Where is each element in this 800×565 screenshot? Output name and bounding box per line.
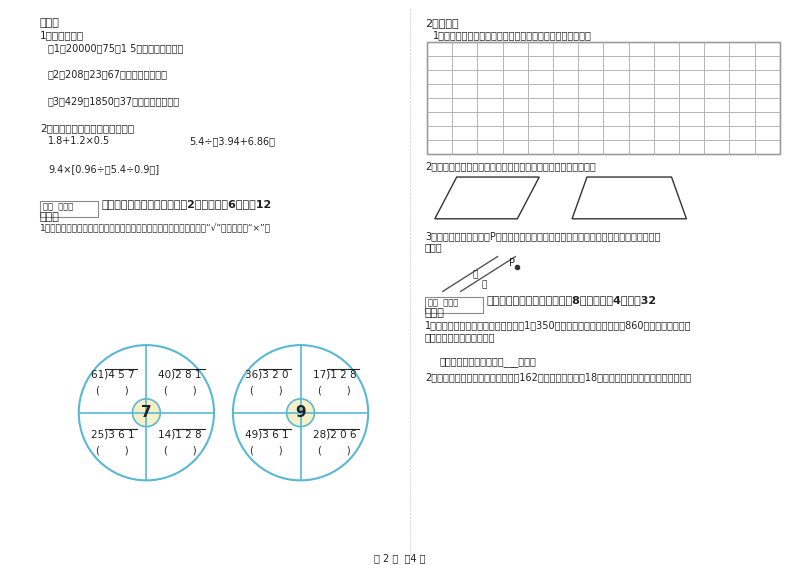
Text: 17)1 2 8: 17)1 2 8 bbox=[313, 370, 356, 380]
Text: 第 2 页  兲4 页: 第 2 页 兲4 页 bbox=[374, 553, 426, 563]
Circle shape bbox=[133, 399, 160, 427]
Text: 49)3 6 1: 49)3 6 1 bbox=[245, 429, 289, 440]
Text: 分）。: 分）。 bbox=[40, 212, 60, 222]
Text: （2）208乘23与67的和，积是多少？: （2）208乘23与67的和，积是多少？ bbox=[48, 69, 168, 80]
Text: （3）429加1850与37的商，和是多少？: （3）429加1850与37的商，和是多少？ bbox=[48, 97, 180, 106]
Text: 出来）: 出来） bbox=[425, 242, 442, 251]
Text: 2、作图。: 2、作图。 bbox=[425, 18, 458, 28]
Text: 六、应用知识，解决问题（共8小题，每题4分，共32: 六、应用知识，解决问题（共8小题，每题4分，共32 bbox=[486, 295, 657, 306]
FancyBboxPatch shape bbox=[425, 297, 482, 313]
Text: 2、在下图中，各画一条线段，把它分成一个三角形和一个梯形。: 2、在下图中，各画一条线段，把它分成一个三角形和一个梯形。 bbox=[425, 161, 596, 171]
Text: (        ): ( ) bbox=[164, 386, 197, 396]
Text: 3、河岸上有一个噴水口P，从小河中插一根水管到噴水口，怎样接最省材料？（在图中画: 3、河岸上有一个噴水口P，从小河中插一根水管到噴水口，怎样接最省材料？（在图中画 bbox=[425, 231, 660, 241]
Text: 14)1 2 8: 14)1 2 8 bbox=[158, 429, 202, 440]
Text: 7: 7 bbox=[141, 405, 152, 420]
Text: 河: 河 bbox=[482, 280, 487, 289]
Text: 5.4÷（3.94+6.86）: 5.4÷（3.94+6.86） bbox=[189, 136, 275, 146]
Text: 40)2 8 1: 40)2 8 1 bbox=[158, 370, 202, 380]
Text: 分）。: 分）。 bbox=[40, 18, 60, 28]
Text: (        ): ( ) bbox=[250, 446, 283, 455]
Text: 五、认真思考，综合能力（共2小题，每题6分，共12: 五、认真思考，综合能力（共2小题，每题6分，共12 bbox=[102, 199, 272, 209]
Text: 1、在下面的方格纸中分别画一个等腰梯形和一个直角梯形。: 1、在下面的方格纸中分别画一个等腰梯形和一个直角梯形。 bbox=[433, 30, 592, 40]
Text: (        ): ( ) bbox=[96, 446, 129, 455]
Text: 答：他们俩的饮料一共是___毫升。: 答：他们俩的饮料一共是___毫升。 bbox=[440, 357, 537, 367]
Text: (        ): ( ) bbox=[164, 446, 197, 455]
FancyBboxPatch shape bbox=[40, 201, 98, 217]
Text: 1、亮亮和妈妈到超市买东西，亮亮买1瓶350毫升的饮料，妈妈买了一瓶860毫升的饮料，他们: 1、亮亮和妈妈到超市买东西，亮亮买1瓶350毫升的饮料，妈妈买了一瓶860毫升的… bbox=[425, 320, 691, 331]
Text: 2、学校举行运动会，参加跑步的有162人，参加跳绳的朘18人，参加跑步的人数是跳绳的几倍？: 2、学校举行运动会，参加跑步的有162人，参加跳绳的朘18人，参加跑步的人数是跳… bbox=[425, 372, 691, 382]
Text: （1）20000减75兘1 5的积，差是多少？: （1）20000减75兘1 5的积，差是多少？ bbox=[48, 43, 183, 53]
Text: 得分  评卷人: 得分 评卷人 bbox=[43, 202, 74, 211]
Text: (        ): ( ) bbox=[318, 446, 350, 455]
Text: P: P bbox=[510, 258, 515, 268]
Text: 得分  评卷人: 得分 评卷人 bbox=[428, 298, 458, 307]
Circle shape bbox=[286, 399, 314, 427]
Text: (        ): ( ) bbox=[250, 386, 283, 396]
Text: 61)4 5 7: 61)4 5 7 bbox=[90, 370, 134, 380]
Text: 小: 小 bbox=[473, 270, 478, 279]
Text: 1、列式计算。: 1、列式计算。 bbox=[40, 30, 84, 40]
Text: 9: 9 bbox=[295, 405, 306, 420]
Text: (        ): ( ) bbox=[96, 386, 129, 396]
Text: 分）。: 分）。 bbox=[425, 308, 445, 318]
Text: 25)3 6 1: 25)3 6 1 bbox=[90, 429, 134, 440]
Text: 1.8+1.2×0.5: 1.8+1.2×0.5 bbox=[48, 136, 110, 146]
Text: 1、下面大圆里每个算式的商是否与小圆里的相同？相同的在括号内画“√”，不同的画“×”。: 1、下面大圆里每个算式的商是否与小圆里的相同？相同的在括号内画“√”，不同的画“… bbox=[40, 224, 271, 233]
Text: (        ): ( ) bbox=[318, 386, 350, 396]
Text: 28)2 0 6: 28)2 0 6 bbox=[313, 429, 356, 440]
Text: 2、用你最喜欢的方法速等计算。: 2、用你最喜欢的方法速等计算。 bbox=[40, 123, 134, 133]
Text: 9.4×[0.96÷（5.4÷0.9）]: 9.4×[0.96÷（5.4÷0.9）] bbox=[48, 164, 159, 174]
Text: 俩的饮料一共是多少毫升？: 俩的饮料一共是多少毫升？ bbox=[425, 332, 495, 342]
Text: 36)3 2 0: 36)3 2 0 bbox=[245, 370, 289, 380]
